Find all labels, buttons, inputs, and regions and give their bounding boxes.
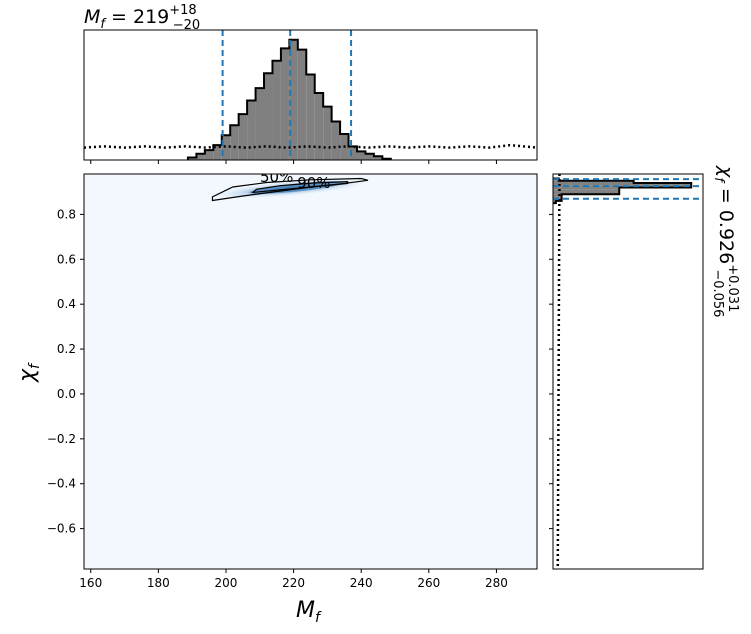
- x-tick-label-4: 240: [350, 576, 373, 590]
- y-tick-label-7: −0.6: [47, 522, 76, 536]
- top-hist-bar-14: [306, 74, 315, 160]
- title-chi-value: 0.926: [715, 210, 737, 264]
- y-tick-label-5: −0.2: [47, 432, 76, 446]
- top-hist-bar-2: [204, 150, 214, 160]
- x-tick-label-5: 260: [417, 576, 440, 590]
- top-hist-bar-11: [280, 48, 290, 160]
- y-axis-title: χf: [15, 362, 43, 383]
- y-tick-label-6: −0.4: [47, 477, 76, 491]
- right-hist-bar-4: [553, 187, 620, 190]
- title-chi-eq: =: [715, 182, 737, 210]
- main-panel-background: [84, 174, 537, 569]
- right-hist-bar-8: [553, 196, 562, 199]
- xlabel-symbol: M: [296, 598, 315, 623]
- title-mf-symbol: M: [84, 6, 100, 28]
- top-hist-bar-8: [255, 88, 265, 160]
- xlabel-sub: f: [315, 610, 322, 626]
- contour-90: [211, 177, 369, 202]
- right-marginal-histogram: χf = 0.926+0.031−0.056: [549, 165, 740, 570]
- right-hist-bar-6: [553, 191, 620, 195]
- top-hist-bar-9: [264, 73, 273, 160]
- y-tick-label-4: 0.0: [57, 387, 76, 401]
- x-axis-title: Mf: [296, 598, 322, 626]
- top-hist-bar-19: [348, 146, 357, 160]
- x-tick-label-3: 220: [282, 576, 305, 590]
- right-panel-title: χf = 0.926+0.031−0.056: [710, 165, 740, 317]
- right-hist-bar-7: [553, 194, 562, 197]
- right-hist-bar-3: [553, 185, 692, 188]
- right-hist-bar-2: [553, 182, 692, 186]
- y-tick-label-0: 0.8: [57, 207, 76, 221]
- title-chi-sub: f: [711, 177, 726, 184]
- top-hist-bar-10: [272, 60, 281, 160]
- contour-label-1: 90%: [297, 174, 330, 192]
- y-tick-label-2: 0.4: [57, 297, 76, 311]
- top-hist-bar-17: [331, 121, 341, 160]
- y-tick-label-3: 0.2: [57, 342, 76, 356]
- contour-50: [251, 181, 349, 194]
- top-hist-bar-20: [356, 151, 366, 160]
- title-chi-symbol: χ: [715, 165, 737, 178]
- ylabel-symbol: χ: [15, 368, 40, 383]
- top-hist-bar-13: [297, 49, 307, 160]
- right-panel-frame: [552, 173, 704, 570]
- top-hist-bar-5: [230, 125, 239, 160]
- top-hist-bar-0: [187, 157, 197, 160]
- title-mf-lower: −20: [173, 18, 200, 33]
- right-hist-bar-5: [553, 189, 620, 192]
- top-panel-frame: [83, 29, 538, 161]
- joint-posterior-panel: 50% 90% 160 180 200 220 240 260 280 0.8 0.6 0.4 0.2…: [15, 168, 538, 626]
- ylabel-sub: f: [27, 362, 43, 369]
- top-hist-bar-7: [247, 100, 256, 160]
- title-mf-sub: f: [100, 17, 107, 32]
- right-hist-outline: [553, 177, 693, 205]
- top-hist-bar-1: [196, 153, 205, 160]
- right-hist-bar-1: [553, 180, 634, 183]
- contour-label-0: 50%: [260, 168, 293, 186]
- top-hist-bar-15: [314, 93, 324, 160]
- top-hist-bar-12: [289, 39, 298, 160]
- top-marginal-histogram: Mf = 219+18 −20: [83, 3, 538, 164]
- top-hist-bar-16: [323, 106, 332, 160]
- main-panel-frame: [83, 173, 538, 570]
- top-hist-bar-21: [365, 153, 374, 160]
- title-mf-upper: +18: [169, 3, 196, 18]
- title-mf-eq: =: [105, 6, 133, 28]
- right-hist-bar-10: [553, 200, 556, 204]
- top-hist-bar-22: [373, 156, 383, 160]
- x-tick-label-6: 280: [485, 576, 508, 590]
- top-panel-title: Mf = 219+18 −20: [84, 3, 200, 33]
- top-hist-bar-4: [221, 135, 231, 160]
- top-hist-bar-6: [238, 114, 248, 160]
- y-tick-label-1: 0.6: [57, 252, 76, 266]
- top-hist-bar-3: [213, 145, 222, 160]
- right-panel-background: [553, 174, 703, 569]
- title-mf-value: 219: [133, 6, 169, 28]
- x-tick-label-0: 160: [79, 576, 102, 590]
- x-tick-label-2: 200: [215, 576, 238, 590]
- title-chi-lower: −0.056: [710, 269, 725, 317]
- title-chi-upper: +0.031: [725, 264, 740, 312]
- right-hist-bar-9: [553, 198, 562, 201]
- x-tick-label-1: 180: [147, 576, 170, 590]
